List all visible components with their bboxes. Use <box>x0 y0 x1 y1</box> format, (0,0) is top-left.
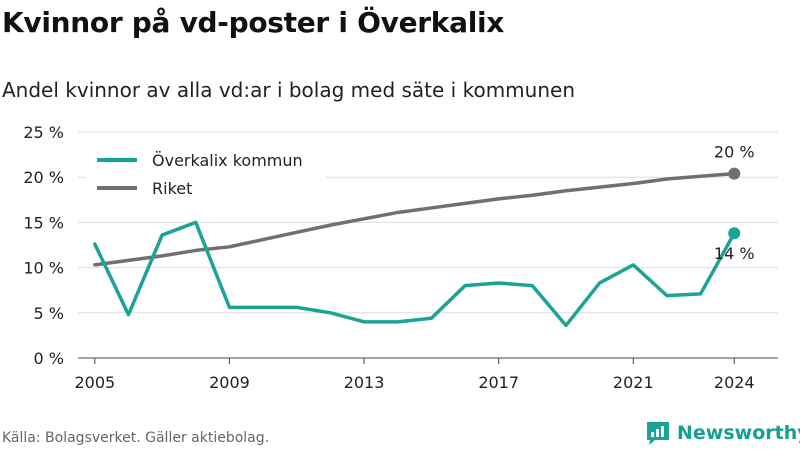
series-end-label: 14 % <box>714 244 755 263</box>
x-tick-label: 2017 <box>478 373 519 392</box>
newsworthy-icon <box>647 422 669 445</box>
y-tick-label: 15 % <box>23 213 64 232</box>
y-tick-label: 10 % <box>23 259 64 278</box>
brand-name: Newsworthy <box>677 422 800 444</box>
chart-subtitle: Andel kvinnor av alla vd:ar i bolag med … <box>2 78 575 102</box>
legend-background <box>86 144 326 204</box>
x-tick-label: 2009 <box>209 373 250 392</box>
y-tick-label: 0 % <box>34 349 64 368</box>
series-line <box>93 171 736 267</box>
legend-label: Riket <box>152 179 192 198</box>
newsworthy-logo: Newsworthy <box>645 420 800 446</box>
line-chart: 0 % 5 % 10 % 15 % 20 % 25 % 2005 2009 2013 2017 20… <box>23 123 778 392</box>
y-tick-label: 5 % <box>34 304 64 323</box>
source-note: Källa: Bolagsverket. Gäller aktiebolag. <box>2 430 270 446</box>
series-end-point <box>728 227 741 240</box>
y-tick-label: 20 % <box>23 168 64 187</box>
series-end-point <box>728 167 741 180</box>
legend-label: Överkalix kommun <box>152 151 303 170</box>
chart-title: Kvinnor på vd-poster i Överkalix <box>2 6 505 39</box>
series-line <box>93 220 736 328</box>
x-tick-label: 2005 <box>74 373 115 392</box>
x-tick-label: 2013 <box>344 373 385 392</box>
x-tick-label: 2021 <box>613 373 654 392</box>
y-tick-label: 25 % <box>23 123 64 142</box>
series-end-label: 20 % <box>714 143 755 162</box>
x-tick-label: 2024 <box>714 373 755 392</box>
